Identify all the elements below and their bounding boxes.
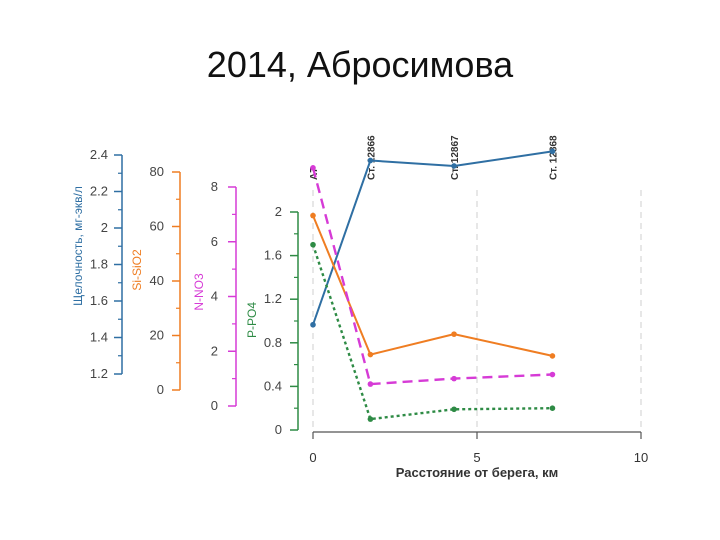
- alkalinity-data-point: [549, 148, 556, 155]
- nitrate-data-point: [367, 381, 374, 387]
- alkalinity-data-point: [310, 321, 316, 328]
- phosphate-tick-label: 2: [275, 204, 282, 219]
- alkalinity-data-point: [367, 157, 374, 164]
- phosphate-data-point: [367, 416, 374, 422]
- nitrate-tick-label: 2: [211, 343, 218, 358]
- station-label: Ст. 12866: [366, 135, 377, 180]
- silicate-tick-label: 0: [157, 382, 164, 397]
- alkalinity-data-point: [451, 163, 457, 169]
- alkalinity-tick-label: 1.8: [90, 257, 108, 272]
- x-tick-label: 0: [309, 450, 316, 465]
- silicate-tick-label: 60: [150, 219, 164, 234]
- alkalinity-tick-label: 2: [101, 220, 108, 235]
- nitrate-tick-label: 4: [211, 289, 218, 304]
- x-axis-title: Расстояние от берега, км: [396, 465, 558, 480]
- nitrate-series-line: [311, 167, 553, 386]
- nitrate-data-point: [310, 165, 316, 171]
- alkalinity-tick-label: 1.2: [90, 366, 108, 381]
- slide-title: 2014, Абросимова: [206, 44, 514, 85]
- phosphate-data-point: [310, 241, 316, 248]
- nitrate-tick-label: 8: [211, 179, 218, 194]
- alkalinity-tick-label: 1.4: [90, 330, 108, 345]
- station-label: Ст. 12868: [548, 135, 559, 180]
- alkalinity-tick-label: 2.4: [90, 147, 108, 162]
- silicate-data-point: [310, 212, 316, 219]
- nitrate-tick-label: 0: [211, 398, 218, 413]
- silicate-series-line: [312, 215, 553, 357]
- silicate-data-point: [549, 353, 556, 359]
- station-label: Ст. 12867: [450, 135, 461, 180]
- silicate-data-point: [367, 351, 374, 358]
- phosphate-tick-label: 0.4: [264, 378, 282, 393]
- alkalinity-tick-label: 1.6: [90, 293, 108, 308]
- nitrate-data-point: [549, 371, 556, 378]
- x-tick-label: 10: [634, 450, 648, 465]
- silicate-tick-label: 20: [150, 328, 164, 343]
- nitrate-axis-title: N-NO3: [192, 273, 206, 311]
- nitrate-tick-label: 6: [211, 234, 218, 249]
- silicate-tick-label: 40: [150, 273, 164, 288]
- silicate-data-point: [451, 331, 457, 337]
- phosphate-tick-label: 0: [275, 422, 282, 437]
- silicate-tick-label: 80: [150, 164, 164, 179]
- alkalinity-series-line: [312, 150, 553, 326]
- phosphate-axis-title: P-PO4: [245, 302, 259, 338]
- x-tick-label: 5: [473, 450, 480, 465]
- nitrate-data-point: [451, 375, 457, 382]
- phosphate-tick-label: 1.6: [264, 248, 282, 263]
- alkalinity-tick-label: 2.2: [90, 184, 108, 199]
- phosphate-series-line: [311, 244, 553, 421]
- silicate-axis-title: Si-SiO2: [130, 249, 144, 291]
- phosphate-data-point: [549, 405, 556, 412]
- phosphate-tick-label: 0.8: [264, 335, 282, 350]
- alkalinity-axis-title: Щелочность, мг-экв/л: [71, 186, 85, 306]
- phosphate-data-point: [451, 406, 457, 413]
- phosphate-tick-label: 1.2: [264, 291, 282, 306]
